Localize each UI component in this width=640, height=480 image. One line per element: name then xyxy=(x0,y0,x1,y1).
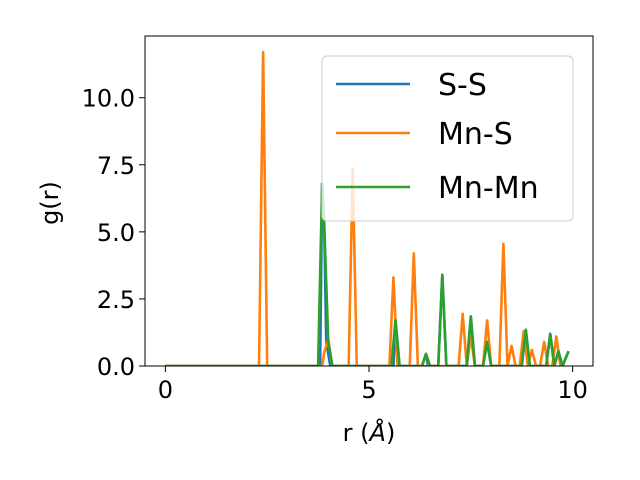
legend-label-mn-mn: Mn-Mn xyxy=(438,171,539,206)
y-tick-label: 0.0 xyxy=(97,353,135,381)
legend-label-mn-s: Mn-S xyxy=(438,117,513,152)
x-axis-label: r (Å) xyxy=(343,418,396,447)
y-tick-label: 5.0 xyxy=(97,219,135,247)
legend: S-S Mn-S Mn-Mn xyxy=(321,55,574,222)
y-tick-label: 7.5 xyxy=(97,152,135,180)
x-tick-label: 10 xyxy=(557,376,588,404)
series-line-mn-mn xyxy=(165,182,570,366)
legend-label-s-s: S-S xyxy=(438,68,487,103)
series-layer xyxy=(165,50,570,366)
x-tick-label: 0 xyxy=(158,376,173,404)
y-tick-label: 10.0 xyxy=(82,85,135,113)
x-tick-label: 5 xyxy=(361,376,376,404)
legend-box xyxy=(321,55,574,222)
y-axis-label: g(r) xyxy=(36,181,64,225)
y-tick-label: 2.5 xyxy=(97,286,135,314)
ticks-layer: 0 5 10 0.0 2.5 5.0 7.5 10.0 xyxy=(82,85,588,404)
